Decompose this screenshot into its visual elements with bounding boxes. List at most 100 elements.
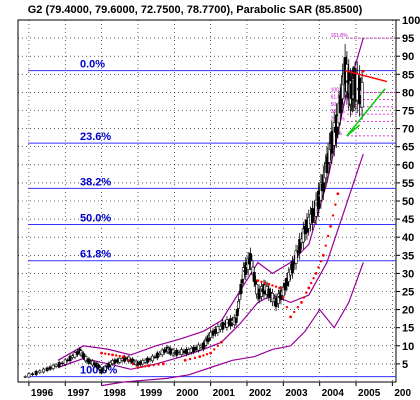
candle-body <box>48 366 52 370</box>
candle-body <box>136 362 140 366</box>
candle-body <box>68 355 72 362</box>
candle-body <box>34 370 38 375</box>
candle-body <box>57 362 61 367</box>
candle-body <box>45 367 49 371</box>
candle-body <box>310 208 314 223</box>
sar-dot <box>107 353 111 356</box>
x-tick-label: 200 <box>394 388 411 399</box>
candle-body <box>182 350 186 354</box>
sar-dot <box>147 364 151 368</box>
sar-dot <box>263 281 267 285</box>
candle-body <box>172 352 176 354</box>
candle-body <box>155 352 159 359</box>
sar-dot <box>213 348 216 351</box>
candle-body <box>184 348 188 355</box>
candle-body <box>287 272 291 282</box>
fib-level-label: 38.2% <box>80 176 111 188</box>
sar-dot <box>324 244 327 247</box>
sar-dot <box>220 340 223 344</box>
candle-body <box>197 344 201 351</box>
sar-dot <box>104 352 107 355</box>
sar-dot <box>361 69 365 73</box>
sar-dot <box>336 192 340 196</box>
candle-body <box>221 322 225 330</box>
candle-body <box>100 368 104 374</box>
candle-body <box>66 359 70 362</box>
candle-body <box>113 359 117 364</box>
sar-dot <box>209 351 213 355</box>
sar-dot <box>309 281 313 285</box>
y-tick-label: 25 <box>402 287 414 299</box>
candle-body <box>180 349 184 355</box>
candle-body <box>143 359 147 363</box>
sar-dot <box>314 272 318 275</box>
y-tick-label: 35 <box>402 250 414 262</box>
sar-dot <box>307 286 311 290</box>
fib-level-label: 61.8% <box>80 249 111 261</box>
sar-dot <box>198 355 202 359</box>
candle-body <box>213 328 217 334</box>
sar-dot <box>100 351 103 355</box>
candle-body <box>87 358 91 364</box>
x-tick-label: 1996 <box>31 388 54 399</box>
sar-dot <box>127 359 130 362</box>
sar-dot <box>161 362 165 366</box>
y-tick-label: 50 <box>402 196 414 208</box>
chart-title: G2 (79.4000, 79.6000, 72.7500, 78.7700),… <box>28 4 363 16</box>
candle-body <box>150 355 154 362</box>
sar-dot <box>183 358 187 362</box>
y-tick-label: 45 <box>402 214 414 226</box>
candle-body <box>23 376 27 378</box>
candle-body <box>103 365 107 371</box>
candle-body <box>63 359 67 365</box>
sar-dot <box>188 357 192 361</box>
candle-body <box>177 351 181 354</box>
x-tick-label: 2004 <box>322 388 345 399</box>
candle-body <box>27 373 31 378</box>
candle-body <box>209 331 213 338</box>
sar-dot <box>136 366 140 369</box>
sar-dot <box>122 355 125 359</box>
sar-dot <box>140 365 143 369</box>
sar-dot <box>289 315 292 319</box>
sar-dot <box>267 282 271 286</box>
projection-label: 161.8% <box>331 33 349 39</box>
candle-body <box>218 325 222 330</box>
sar-dot <box>305 291 308 294</box>
sar-dot <box>152 363 155 367</box>
candle-body <box>294 250 298 264</box>
sar-dot <box>216 344 220 347</box>
y-tick-label: 20 <box>402 305 414 317</box>
candle-body <box>163 349 167 353</box>
y-tick-label: 60 <box>402 160 414 172</box>
y-tick-label: 90 <box>402 51 414 63</box>
sar-dot <box>302 296 306 299</box>
candle-body <box>51 364 55 369</box>
sar-dot <box>296 305 300 309</box>
sar-dot <box>278 286 282 290</box>
candle-body <box>148 358 152 361</box>
candle-body <box>71 355 75 358</box>
candle-body <box>115 359 119 363</box>
x-tick-label: 1997 <box>67 388 90 399</box>
candle-body <box>199 345 203 348</box>
fib-level-label: 23.6% <box>80 131 111 143</box>
x-tick-label: 2002 <box>249 388 272 399</box>
y-tick-label: 70 <box>402 124 414 136</box>
y-tick-label: 85 <box>402 69 414 81</box>
fib-level-label: 0.0% <box>80 59 105 71</box>
x-tick-label: 2003 <box>285 388 308 399</box>
sar-dot <box>334 203 337 206</box>
sar-dot <box>300 300 303 304</box>
candle-body <box>158 352 162 355</box>
candle-body <box>216 326 220 333</box>
fib-level-label: 50.0% <box>80 213 111 225</box>
candle-body <box>234 317 238 324</box>
sar-dot <box>319 260 323 263</box>
x-tick-label: 1999 <box>140 388 163 399</box>
sar-dot <box>205 353 209 356</box>
x-tick-label: 2005 <box>358 388 381 399</box>
candle-body <box>235 309 239 317</box>
sar-dot <box>193 356 197 360</box>
